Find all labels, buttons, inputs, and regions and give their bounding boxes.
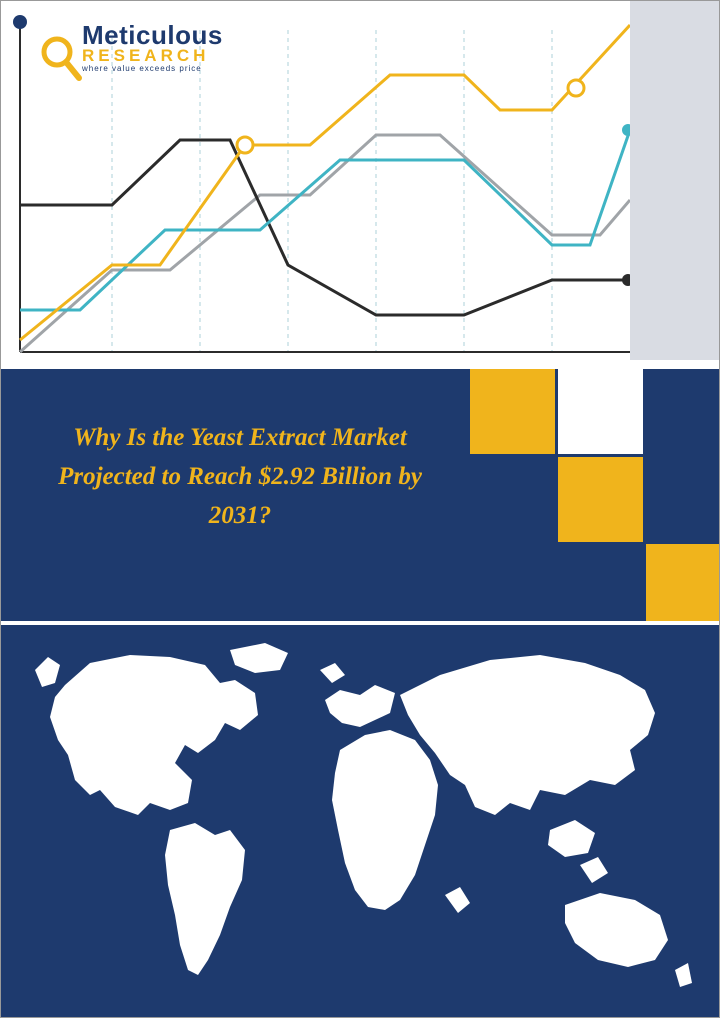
europe	[325, 685, 395, 727]
alaska	[35, 657, 60, 687]
map-band	[0, 625, 720, 1018]
series-yellow-marker-1	[237, 137, 253, 153]
logo-tagline: where value exceeds price	[82, 64, 252, 73]
south-america	[165, 823, 245, 975]
logo-line2: RESEARCH	[82, 46, 252, 66]
page-title: Why Is the Yeast Extract Market Projecte…	[40, 419, 440, 535]
accent-square-4	[646, 544, 720, 621]
accent-square-2	[558, 369, 643, 454]
magnifier-icon	[37, 34, 85, 82]
africa	[332, 730, 438, 910]
brand-logo: Meticulous RESEARCH where value exceeds …	[42, 20, 252, 88]
axis-top-dot	[13, 15, 27, 29]
madagascar	[445, 887, 470, 913]
world-map	[20, 635, 700, 1005]
australia	[565, 893, 668, 967]
sea-1	[548, 820, 595, 857]
series-yellow-marker-2	[568, 80, 584, 96]
nz	[675, 963, 692, 987]
north-america	[50, 655, 258, 815]
accent-square-1	[470, 369, 555, 454]
accent-square-3	[558, 457, 643, 542]
series-dark-end-dot	[622, 274, 630, 286]
series-teal	[20, 130, 630, 310]
uk	[320, 663, 345, 683]
asia	[400, 655, 655, 815]
sea-2	[580, 857, 608, 883]
title-band: Why Is the Yeast Extract Market Projecte…	[0, 365, 720, 625]
series-teal-end-dot	[622, 124, 630, 136]
greenland	[230, 643, 288, 673]
top-gray-panel	[630, 0, 720, 360]
